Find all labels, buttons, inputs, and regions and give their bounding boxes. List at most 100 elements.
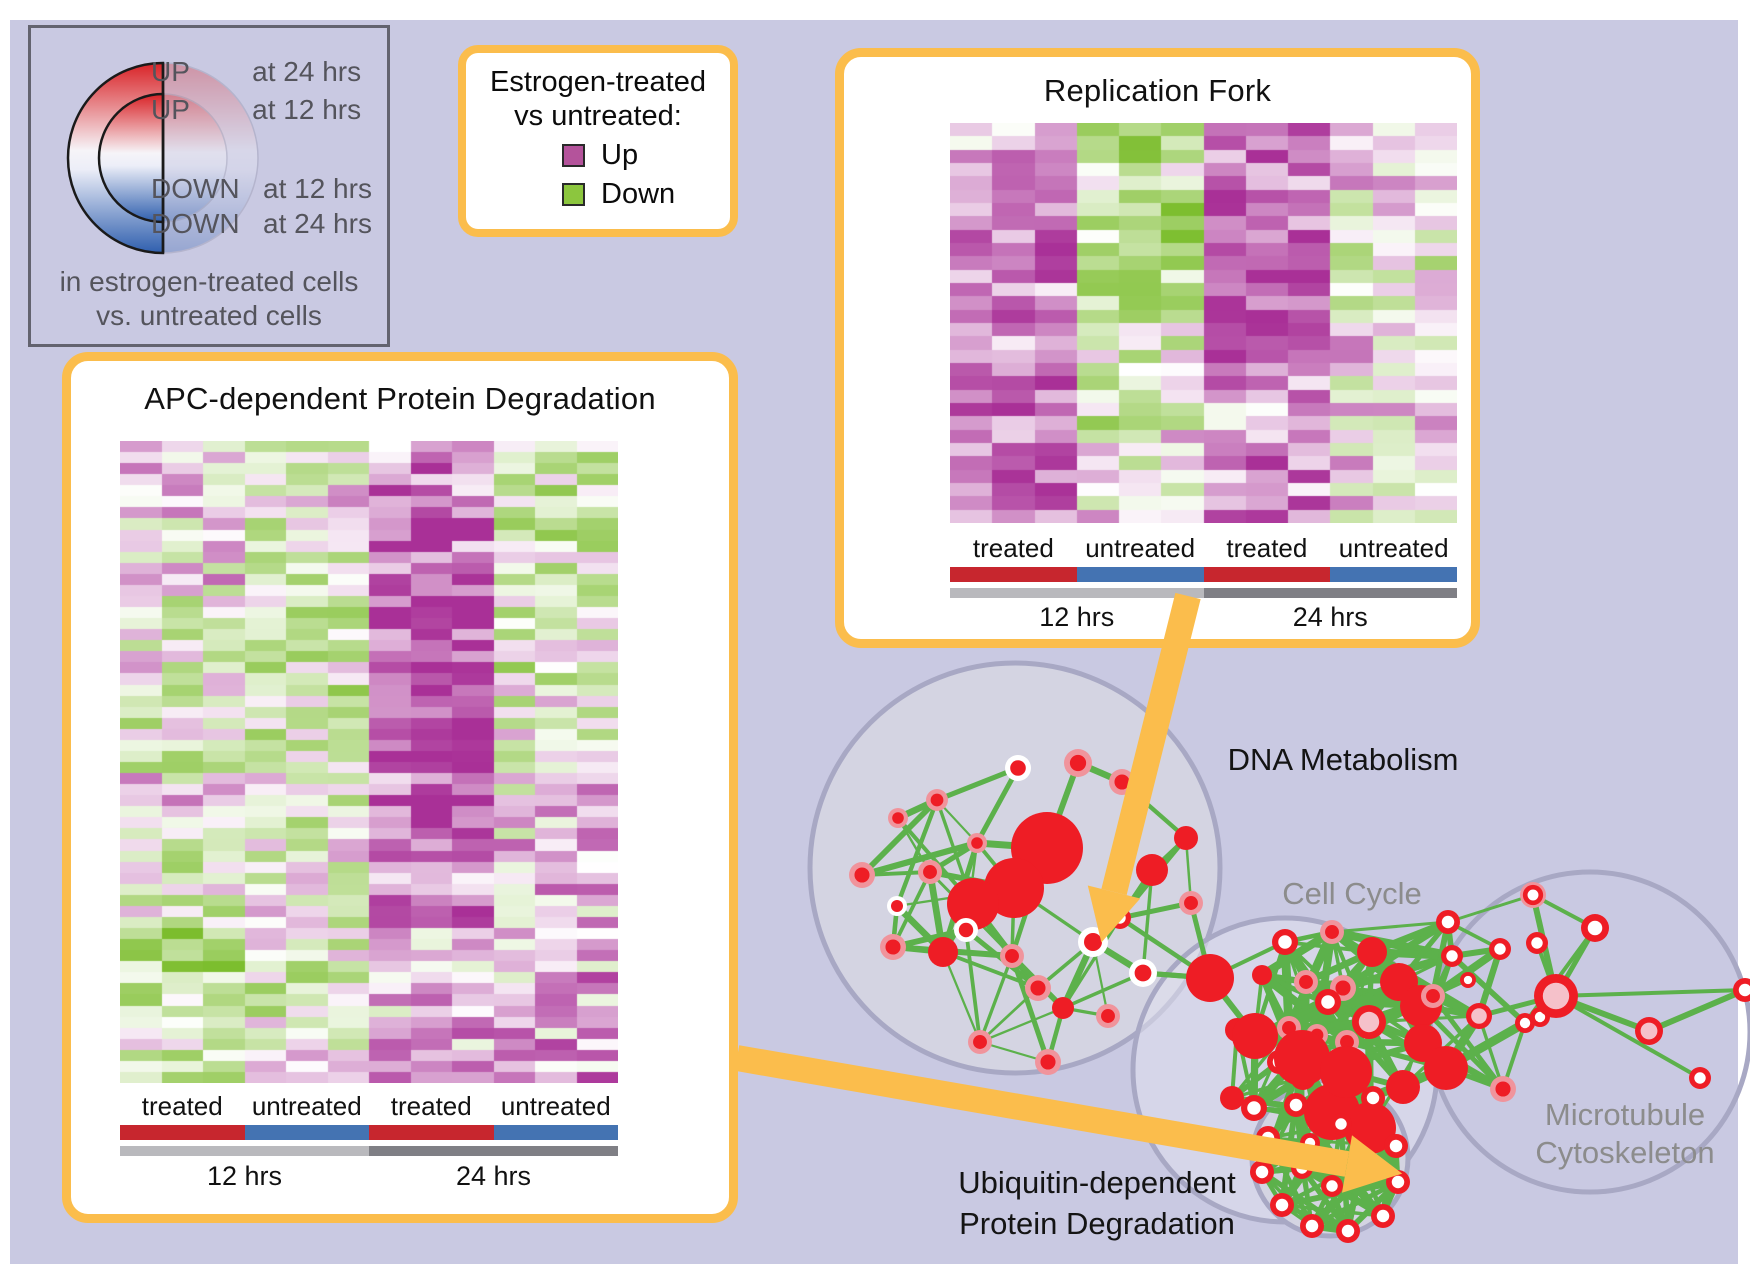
- group-label-untreated: untreated: [1085, 533, 1196, 563]
- up-color-swatch-icon: [562, 144, 585, 167]
- legend-dir: DOWN: [151, 208, 240, 239]
- gene-node-dw: [1446, 950, 1458, 962]
- edge: [1431, 994, 1505, 1091]
- key-item-label: Down: [601, 178, 676, 210]
- time-24-bar: [369, 1146, 618, 1156]
- bridge-edge: [1555, 988, 1746, 998]
- rf-panel-title: Replication Fork: [1043, 73, 1272, 108]
- group-label-treated: treated: [141, 1091, 223, 1121]
- gene-node-dw: [1275, 1198, 1289, 1212]
- gene-node-dw: [1335, 1118, 1347, 1130]
- gene-node-dw: [1463, 975, 1473, 985]
- gene-node-dw: [1321, 995, 1335, 1009]
- gene-node-dw: [1255, 1165, 1269, 1179]
- group-label-treated: treated: [390, 1091, 472, 1121]
- edge: [1259, 928, 1335, 979]
- gene-node-s: [1136, 854, 1168, 886]
- gene-node-dp: [1358, 1011, 1380, 1033]
- edge: [979, 1006, 1064, 1044]
- gene-node-s: [1174, 826, 1198, 850]
- group-label-treated: treated: [972, 533, 1054, 563]
- key-title-line2: vs untreated:: [514, 100, 682, 132]
- apc-group-labels: treated untreated treated untreated: [120, 1091, 618, 1122]
- gene-node-rp: [1114, 774, 1130, 790]
- time-label-12hrs: 12 hrs: [1039, 602, 1115, 632]
- gene-node-s: [1274, 1030, 1330, 1086]
- legend-footer-line1: in estrogen-treated cells: [59, 266, 359, 297]
- gene-node-s: [1052, 997, 1074, 1019]
- gene-node-rp: [1426, 989, 1440, 1003]
- gene-node-dw: [1738, 983, 1750, 997]
- edge: [964, 929, 982, 1043]
- edge: [861, 839, 978, 879]
- time-24-bar: [1203, 588, 1457, 598]
- gene-node-rw: [1134, 964, 1152, 982]
- gene-node-rw: [1010, 760, 1026, 776]
- key-item-down: Down: [562, 178, 730, 211]
- gene-node-rp: [1184, 896, 1198, 910]
- gene-node-s: [1386, 1070, 1420, 1104]
- gene-node-dw: [1326, 1180, 1338, 1192]
- gene-node-rp: [1101, 1009, 1115, 1023]
- network-nodes: [849, 749, 1750, 1243]
- edge: [1331, 920, 1449, 934]
- edge: [859, 797, 940, 878]
- treated-bar: [369, 1125, 494, 1140]
- gene-node-dp: [1542, 982, 1570, 1010]
- gene-node-dw: [1289, 1098, 1303, 1112]
- arrow-head-icon: [1087, 885, 1141, 943]
- gene-node-s: [1186, 954, 1234, 1002]
- gene-node-s: [1232, 1013, 1278, 1059]
- gene-node-rp: [1069, 754, 1087, 772]
- group-label-untreated: untreated: [500, 1091, 611, 1121]
- group-label-untreated: untreated: [1338, 533, 1449, 563]
- gene-node-dw: [1519, 1017, 1531, 1029]
- gene-node-dp: [1471, 1008, 1487, 1024]
- apc-time-bar: [120, 1146, 618, 1156]
- time-12-bar: [950, 588, 1204, 598]
- apc-panel: APC-dependent Protein Degradation treate…: [62, 352, 738, 1223]
- apc-time-labels: 12 hrs 24 hrs: [120, 1161, 618, 1192]
- gene-node-dw: [1366, 1091, 1380, 1105]
- gene-node-rp: [892, 812, 904, 824]
- gene-node-dw: [1587, 920, 1603, 936]
- key-item-label: Up: [601, 139, 639, 171]
- gene-node-dw: [1278, 935, 1292, 949]
- treated-bar: [950, 567, 1077, 582]
- edge: [1009, 955, 1051, 1063]
- arrow-head-icon: [1342, 1135, 1403, 1193]
- arrow-shaft: [1101, 592, 1201, 896]
- time-12-bar: [120, 1146, 369, 1156]
- gene-node-rp: [971, 837, 983, 849]
- legend-dir: UP: [151, 56, 190, 87]
- gene-node-dp: [1640, 1022, 1658, 1040]
- microtubule-label-1: Microtubule: [1544, 1097, 1706, 1132]
- legend-time: at 24 hrs: [263, 208, 372, 239]
- gene-node-dw: [1376, 1209, 1390, 1223]
- group-label-treated: treated: [1226, 533, 1308, 563]
- legend-footer-line2: vs. untreated cells: [96, 300, 322, 331]
- ubiquitin-label-2: Protein Degradation: [959, 1206, 1235, 1241]
- edge: [1119, 900, 1192, 921]
- gene-node-rp: [923, 865, 937, 879]
- gene-node-dw: [1391, 1175, 1405, 1189]
- legend-time: at 12 hrs: [252, 94, 362, 125]
- microtubule-label-2: Cytoskeleton: [1535, 1135, 1715, 1170]
- legend-row-down24: DOWN at 24 hrs: [151, 208, 372, 240]
- rf-condition-bar: [950, 567, 1457, 582]
- down-color-swatch-icon: [562, 183, 585, 206]
- gene-node-rp: [1335, 980, 1351, 996]
- untreated-bar: [1076, 567, 1204, 582]
- bridge-edge: [1447, 893, 1534, 924]
- edge: [1430, 921, 1451, 997]
- gene-node-dw: [1694, 1072, 1706, 1084]
- rf-group-labels: treated untreated treated untreated: [950, 533, 1457, 564]
- callout-arrows: [734, 592, 1403, 1193]
- gene-node-rp: [1282, 1021, 1296, 1035]
- time-label-24hrs: 24 hrs: [1292, 602, 1368, 632]
- treated-bar: [1203, 567, 1331, 582]
- apc-condition-bar: [120, 1125, 618, 1140]
- gene-node-s: [928, 937, 958, 967]
- gene-node-dw: [1534, 1011, 1546, 1023]
